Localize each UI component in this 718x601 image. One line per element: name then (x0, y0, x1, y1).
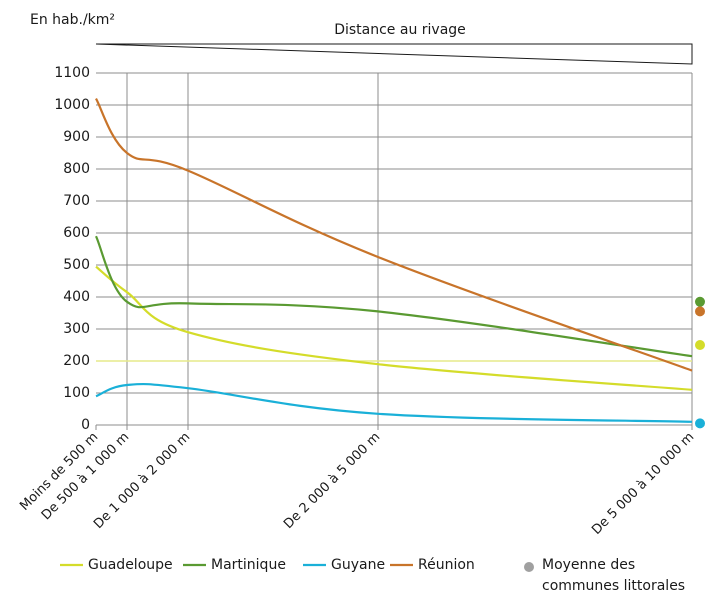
y-tick-label: 800 (63, 161, 90, 177)
series-line (95, 265, 693, 391)
legend-label: Martinique (211, 557, 286, 573)
average-dot (695, 306, 705, 317)
legend-label: Réunion (418, 557, 475, 573)
average-dot (695, 296, 705, 307)
legend-average-dot (524, 562, 534, 572)
y-tick-label: 0 (81, 417, 90, 433)
x-tick-label: De 2 000 à 5 000 m (281, 430, 383, 532)
y-tick-label: 600 (63, 225, 90, 241)
distance-wedge (95, 43, 693, 65)
y-tick-label: 400 (63, 289, 90, 305)
legend-label: Guyane (331, 557, 385, 573)
legend-label: Guadeloupe (88, 557, 173, 573)
y-tick-label: 100 (63, 385, 90, 401)
average-dot (695, 418, 705, 429)
legend-average-label: communes littorales (542, 578, 685, 594)
y-tick-label: 1100 (54, 65, 90, 81)
y-tick-label: 200 (63, 353, 90, 369)
y-tick-label: 500 (63, 257, 90, 273)
series-line (95, 98, 693, 372)
average-dot (695, 340, 705, 350)
x-tick-label: De 5 000 à 10 000 m (589, 430, 697, 538)
x-axis-label: Distance au rivage (334, 22, 466, 38)
y-axis-label: En hab./km² (30, 12, 115, 28)
y-tick-label: 1000 (54, 97, 90, 113)
series-line (95, 382, 693, 423)
y-tick-label: 300 (63, 321, 90, 337)
legend-average-label: Moyenne des (542, 557, 635, 573)
y-tick-label: 900 (63, 129, 90, 145)
series-line (94, 235, 693, 358)
y-tick-label: 700 (63, 193, 90, 209)
